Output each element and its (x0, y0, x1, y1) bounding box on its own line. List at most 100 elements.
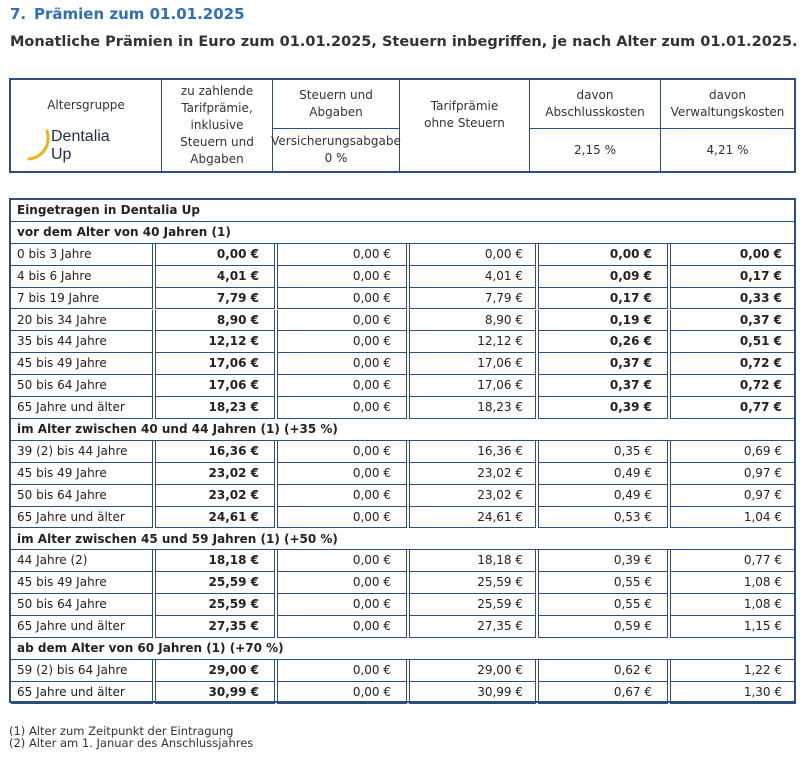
age-cell: 44 Jahre (2) (11, 550, 153, 573)
acquisition-cost-cell: 0,55 € (538, 594, 668, 617)
acquisition-cost-cell: 0,37 € (538, 375, 668, 398)
premium-table: Eingetragen in Dentalia Up vor dem Alter … (9, 198, 796, 704)
tax-cell: 0,00 € (277, 550, 407, 573)
age-cell: 65 Jahre und älter (11, 506, 153, 529)
tax-cell: 0,00 € (277, 331, 407, 354)
tariff-cell: 8,90 € (409, 309, 536, 332)
age-cell: 45 bis 49 Jahre (11, 353, 153, 376)
age-cell: 45 bis 49 Jahre (11, 572, 153, 595)
age-cell: 4 bis 6 Jahre (11, 265, 153, 288)
tariff-cell: 16,36 € (409, 440, 536, 463)
total-premium-cell: 4,01 € (155, 265, 275, 288)
age-cell: 35 bis 44 Jahre (11, 331, 153, 354)
admin-cost-cell: 1,08 € (670, 594, 796, 617)
total-premium-cell: 8,90 € (155, 309, 275, 332)
total-premium-cell: 18,18 € (155, 550, 275, 573)
table-row: 50 bis 64 Jahre 23,02 €0,00 €23,02 €0,49 … (11, 484, 796, 507)
group-header: im Alter zwischen 40 und 44 Jahren (1) (… (11, 419, 794, 441)
tax-cell: 0,00 € (277, 594, 407, 617)
section-title: 7. Prämien zum 01.01.2025 (10, 5, 245, 23)
admin-cost-cell: 0,77 € (670, 550, 796, 573)
group-header: im Alter zwischen 45 und 59 Jahren (1) (… (11, 529, 794, 551)
divider (272, 80, 273, 171)
total-premium-cell: 30,99 € (155, 681, 275, 704)
tariff-cell: 23,02 € (409, 462, 536, 485)
table-row: 65 Jahre und älter 24,61 €0,00 €24,61 €0,… (11, 506, 796, 529)
age-cell: 65 Jahre und älter (11, 616, 153, 638)
tax-cell: 0,00 € (277, 375, 407, 398)
admin-cost-cell: 0,00 € (670, 243, 796, 266)
tax-cell: 0,00 € (277, 353, 407, 376)
table-row: 59 (2) bis 64 Jahre 29,00 €0,00 €29,00 €0… (11, 659, 796, 682)
tariff-cell: 27,35 € (409, 616, 536, 638)
admin-cost-cell: 0,17 € (670, 265, 796, 288)
admin-cost-cell: 1,04 € (670, 506, 796, 529)
tax-cell: 0,00 € (277, 309, 407, 332)
table-row: 4 bis 6 Jahre 4,01 €0,00 €4,01 €0,09 €0,1… (11, 265, 796, 288)
total-premium-cell: 25,59 € (155, 594, 275, 617)
table-row: 45 bis 49 Jahre 25,59 €0,00 €25,59 €0,55 … (11, 572, 796, 595)
age-cell: 50 bis 64 Jahre (11, 594, 153, 617)
tariff-cell: 29,00 € (409, 659, 536, 682)
total-premium-cell: 25,59 € (155, 572, 275, 595)
divider (161, 80, 162, 171)
acquisition-cost-cell: 0,55 € (538, 572, 668, 595)
table-row: 7 bis 19 Jahre 7,79 €0,00 €7,79 €0,17 €0,… (11, 287, 796, 310)
tax-cell: 0,00 € (277, 397, 407, 419)
age-cell: 65 Jahre und älter (11, 397, 153, 419)
table-title: Eingetragen in Dentalia Up (11, 200, 794, 222)
header-table: Altersgruppe Dentalia Up zu zahlende Tar… (9, 78, 796, 173)
total-premium-cell: 24,61 € (155, 506, 275, 529)
tariff-cell: 7,79 € (409, 287, 536, 310)
age-cell: 50 bis 64 Jahre (11, 484, 153, 507)
header-abschluss-pct: 2,15 % (574, 142, 616, 157)
acquisition-cost-cell: 0,59 € (538, 616, 668, 638)
tax-cell: 0,00 € (277, 681, 407, 704)
admin-cost-cell: 0,69 € (670, 440, 796, 463)
acquisition-cost-cell: 0,62 € (538, 659, 668, 682)
section-number: 7. (10, 5, 27, 23)
total-premium-cell: 23,02 € (155, 462, 275, 485)
total-premium-cell: 0,00 € (155, 243, 275, 266)
header-verwaltung-pct: 4,21 % (706, 142, 749, 157)
admin-cost-cell: 0,72 € (670, 375, 796, 398)
divider (399, 80, 400, 171)
table-row: 39 (2) bis 44 Jahre 16,36 €0,00 €16,36 €0… (11, 440, 796, 463)
tariff-cell: 0,00 € (409, 243, 536, 266)
admin-cost-cell: 1,22 € (670, 659, 796, 682)
tax-cell: 0,00 € (277, 484, 407, 507)
admin-cost-cell: 0,51 € (670, 331, 796, 354)
acquisition-cost-cell: 0,09 € (538, 265, 668, 288)
tax-cell: 0,00 € (277, 659, 407, 682)
acquisition-cost-cell: 0,19 € (538, 309, 668, 332)
tariff-cell: 17,06 € (409, 353, 536, 376)
age-cell: 39 (2) bis 44 Jahre (11, 440, 153, 463)
logo-arc-icon (27, 129, 50, 161)
tax-cell: 0,00 € (277, 243, 407, 266)
age-cell: 59 (2) bis 64 Jahre (11, 659, 153, 682)
acquisition-cost-cell: 0,67 € (538, 681, 668, 704)
acquisition-cost-cell: 0,35 € (538, 440, 668, 463)
header-versicherung: Versicherungsabgabe 0 % (271, 134, 401, 165)
admin-cost-cell: 0,72 € (670, 353, 796, 376)
tariff-cell: 23,02 € (409, 484, 536, 507)
admin-cost-cell: 0,37 € (670, 309, 796, 332)
tax-cell: 0,00 € (277, 462, 407, 485)
header-altersgruppe: Altersgruppe (47, 97, 125, 112)
table-row: 44 Jahre (2) 18,18 €0,00 €18,18 €0,39 €0,… (11, 550, 796, 573)
table-row: 50 bis 64 Jahre 25,59 €0,00 €25,59 €0,55 … (11, 594, 796, 617)
divider (272, 128, 400, 129)
acquisition-cost-cell: 0,39 € (538, 397, 668, 419)
dentalia-up-logo: Dentalia Up (27, 125, 137, 167)
admin-cost-cell: 1,08 € (670, 572, 796, 595)
admin-cost-cell: 1,30 € (670, 681, 796, 704)
acquisition-cost-cell: 0,26 € (538, 331, 668, 354)
header-steuern: Steuern und Abgaben (299, 88, 373, 119)
table-row: 0 bis 3 Jahre 0,00 €0,00 €0,00 €0,00 €0,0… (11, 243, 796, 266)
divider (529, 128, 794, 129)
tax-cell: 0,00 € (277, 616, 407, 638)
total-premium-cell: 29,00 € (155, 659, 275, 682)
header-abschluss: davon Abschlusskosten (545, 88, 645, 119)
acquisition-cost-cell: 0,49 € (538, 462, 668, 485)
age-cell: 20 bis 34 Jahre (11, 309, 153, 332)
